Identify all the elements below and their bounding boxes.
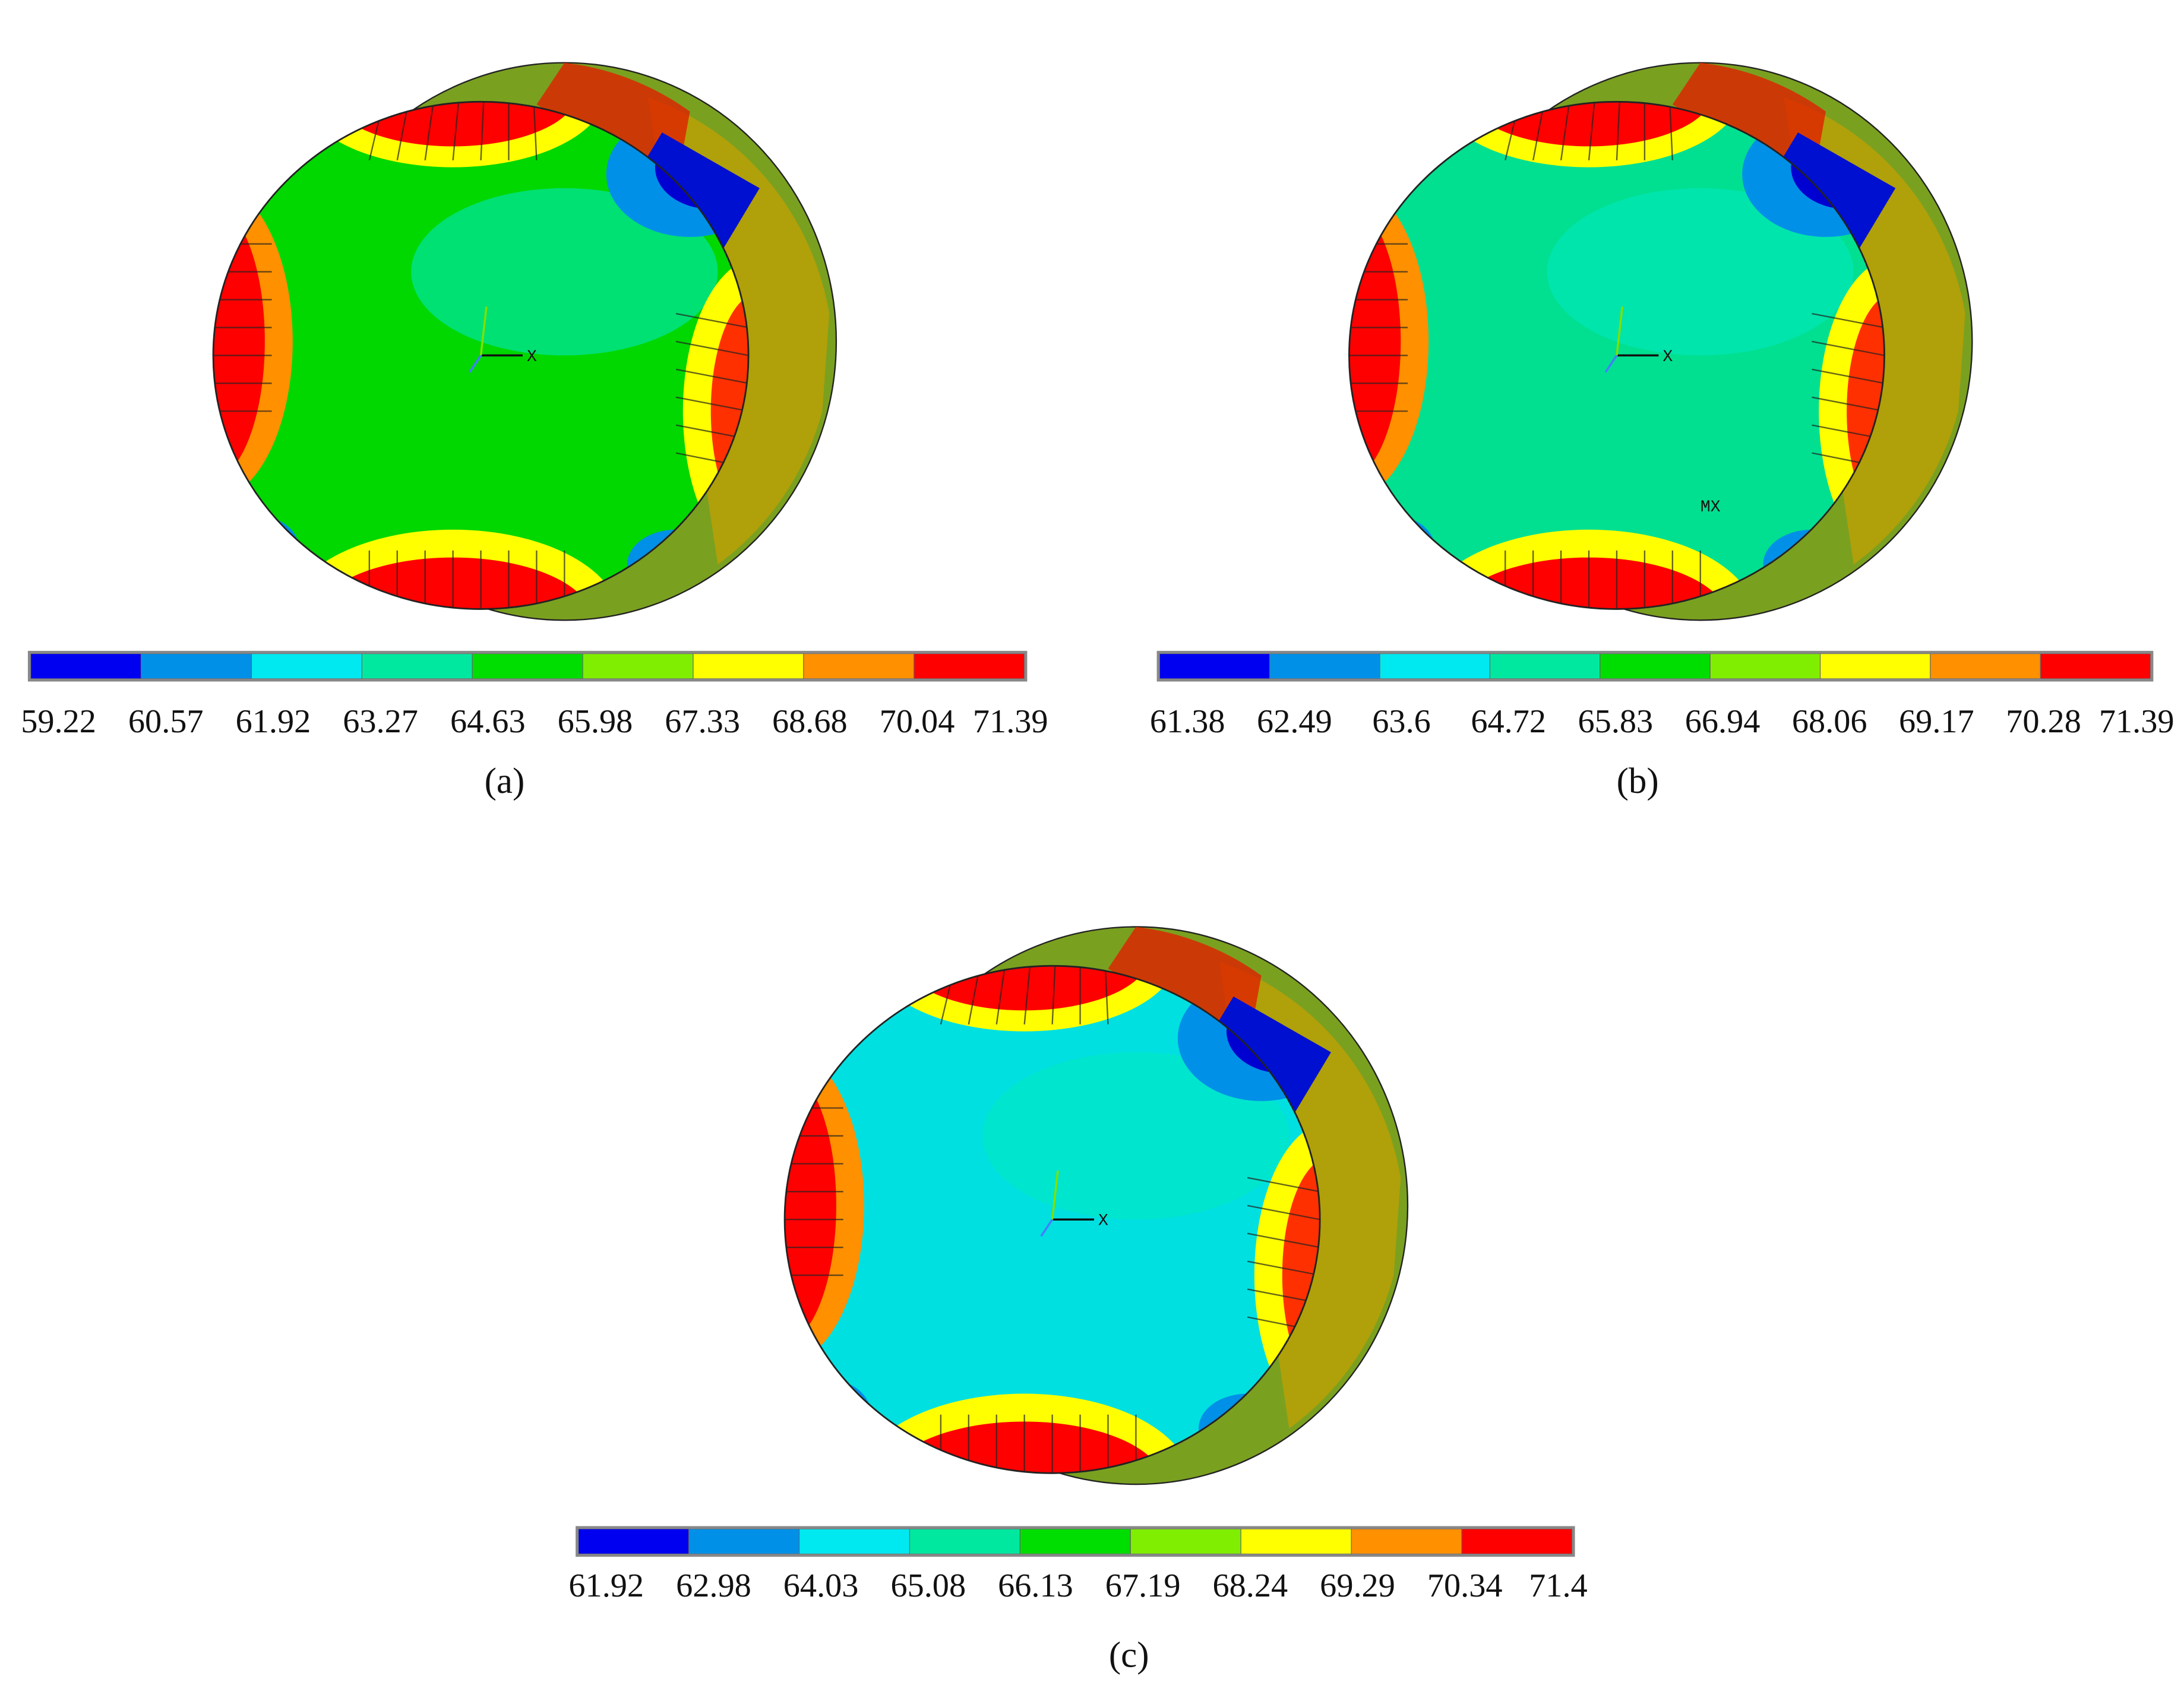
- colorbar-segment: [803, 653, 915, 679]
- colorbar-segment: [693, 653, 804, 679]
- colorbar-segment: [799, 1528, 911, 1554]
- colorbar-segment: [472, 653, 583, 679]
- colorbar-tick-label: 62.49: [1257, 703, 1332, 740]
- axis-label: X: [527, 348, 537, 366]
- axis-label: X: [1663, 348, 1673, 366]
- colorbar-segment: [1351, 1528, 1462, 1554]
- colorbar-tick-label: 68.06: [1792, 703, 1867, 740]
- colorbar-segment: [361, 653, 473, 679]
- colorbar-segment: [688, 1528, 800, 1554]
- colorbar-segment: [914, 653, 1025, 679]
- colorbar-tick-label: 65.83: [1578, 703, 1654, 740]
- colorbar-tick-label: 62.98: [676, 1567, 751, 1604]
- colorbar-tick-label: 70.34: [1427, 1567, 1503, 1604]
- colorbar-segment: [1489, 653, 1601, 679]
- panel-label: (c): [1109, 1635, 1149, 1675]
- colorbar-tick-label: 64.72: [1471, 703, 1546, 740]
- colorbar-tick-label: 70.28: [2006, 703, 2081, 740]
- colorbar-tick-label: 59.22: [21, 703, 96, 740]
- colorbar-segment: [1819, 653, 1931, 679]
- colorbar-segment: [1600, 653, 1711, 679]
- colorbar-tick-label: 68.68: [772, 703, 848, 740]
- colorbar-segment: [30, 653, 142, 679]
- colorbar-tick-label: 60.57: [128, 703, 204, 740]
- colorbar-tick-label: 66.13: [998, 1567, 1073, 1604]
- colorbar-frame: [576, 1526, 1575, 1557]
- colorbar-segment: [1159, 653, 1270, 679]
- colorbar-tick-label: 71.39: [2099, 703, 2174, 740]
- colorbar-segment: [578, 1528, 690, 1554]
- colorbar-tick-label: 61.92: [568, 1567, 644, 1604]
- colorbar-segment: [1930, 653, 2041, 679]
- colorbar-tick-label: 66.94: [1685, 703, 1761, 740]
- colorbar-tick-label: 68.24: [1212, 1567, 1288, 1604]
- colorbar-segment: [909, 1528, 1020, 1554]
- panel-label: (a): [485, 761, 525, 801]
- contour-plot-c: [697, 878, 1408, 1575]
- colorbar-segment: [140, 653, 252, 679]
- colorbar-tick-label: 67.33: [665, 703, 740, 740]
- contour-plot-a: [125, 14, 836, 710]
- colorbar-frame: [1156, 650, 2154, 682]
- colorbar-tick-label: 69.29: [1320, 1567, 1395, 1604]
- colorbar-segment: [1379, 653, 1491, 679]
- colorbar-segment: [1461, 1528, 1573, 1554]
- colorbar-tick-label: 70.04: [880, 703, 955, 740]
- axis-label: X: [1098, 1212, 1108, 1231]
- colorbar-tick-label: 65.98: [558, 703, 633, 740]
- contour-plot-b: [1262, 14, 1973, 710]
- panel-label: (b): [1617, 761, 1659, 801]
- colorbar-tick-label: 71.39: [973, 703, 1048, 740]
- colorbar-frame: [27, 650, 1028, 682]
- colorbar-tick-label: 63.27: [343, 703, 418, 740]
- colorbar-tick-label: 63.6: [1372, 703, 1431, 740]
- colorbar-tick-label: 61.38: [1150, 703, 1225, 740]
- colorbar-tick-label: 64.63: [450, 703, 526, 740]
- colorbar-segment: [1019, 1528, 1131, 1554]
- colorbar-tick-label: 64.03: [783, 1567, 859, 1604]
- colorbar-segment: [1130, 1528, 1241, 1554]
- colorbar-tick-label: 67.19: [1105, 1567, 1181, 1604]
- colorbar-segment: [251, 653, 362, 679]
- colorbar-segment: [2040, 653, 2151, 679]
- colorbar-tick-label: 69.17: [1899, 703, 1974, 740]
- colorbar-segment: [1240, 1528, 1352, 1554]
- colorbar-tick-label: 65.08: [890, 1567, 966, 1604]
- colorbar-segment: [582, 653, 694, 679]
- colorbar-tick-label: 61.92: [236, 703, 311, 740]
- colorbar-segment: [1709, 653, 1821, 679]
- max-marker: MX: [1701, 498, 1721, 517]
- colorbar-segment: [1269, 653, 1380, 679]
- colorbar-tick-label: 71.4: [1529, 1567, 1588, 1604]
